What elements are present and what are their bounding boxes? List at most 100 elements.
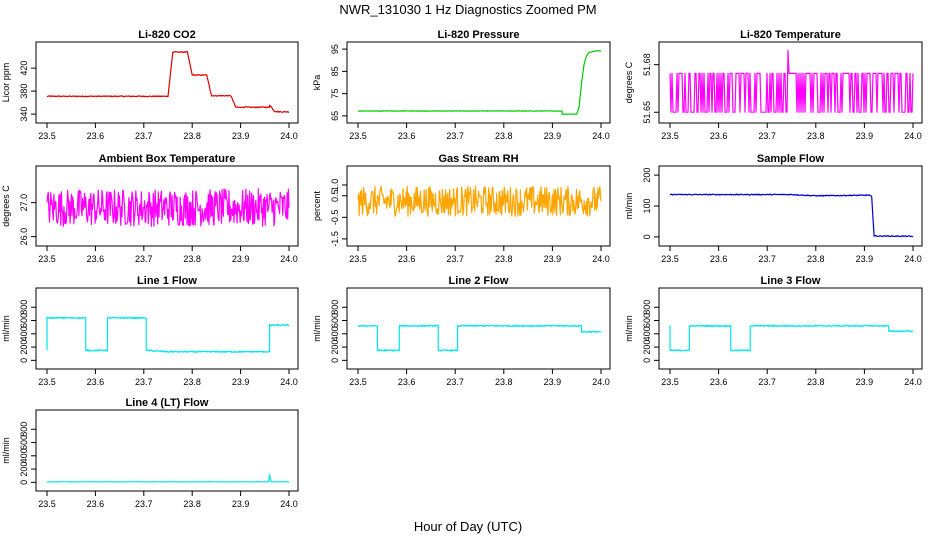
series-line-1 [357,324,602,352]
chart-panel-3: Li-820 Temperature degrees C 23.5 23.6 23.7 2… [624,29,923,141]
y-axis-label: degrees C [624,61,634,103]
y-tick-label: -0.5 [330,210,340,226]
x-tick-label: 23.7 [758,377,776,387]
chart-panel-8: Line 2 Flow ml/min 23.5 23.6 23.7 23.8 23.9 24.… [312,275,611,387]
figure-title: NWR_131030 1 Hz Diagnostics Zoomed PM [339,2,596,17]
plot-frame [35,409,299,492]
plot-frame [658,287,923,370]
x-tick-label: 23.5 [349,377,367,387]
x-tick-label: 23.6 [710,131,728,141]
x-tick-label: 23.8 [807,377,825,387]
x-tick-label: 23.6 [710,254,728,264]
series-line-1 [669,324,914,352]
y-tick-label: 800 [19,422,29,437]
plot-frame [35,287,299,370]
x-tick-label: 23.7 [446,377,464,387]
chart-panel-1: Li-820 CO2 Licor ppm 23.5 23.6 23.7 23.8 23.9 2… [1,29,299,141]
x-tick-label: 23.9 [856,254,874,264]
chart-panel-4: Ambient Box Temperature degrees C 23.5 23.6… [1,153,299,264]
series-line-1 [46,473,290,483]
x-tick-label: 23.7 [446,131,464,141]
y-tick-label: 600 [330,313,340,328]
plot-frame [35,41,299,124]
y-tick-label: 51.65 [642,101,652,124]
y-tick-label: 95 [330,44,340,54]
x-tick-label: 23.6 [398,377,416,387]
y-axis-label: ml/min [312,315,322,342]
x-tick-label: 23.6 [87,131,105,141]
series-line-1 [357,185,602,217]
x-tick-label: 23.8 [183,131,201,141]
y-tick-label: 600 [19,435,29,450]
chart-panel-9: Line 3 Flow ml/min 23.5 23.6 23.7 23.8 23.9 24.… [624,275,923,387]
x-tick-label: 24.0 [592,254,610,264]
chart-title: Sample Flow [757,153,825,165]
y-tick-label: 200 [642,340,652,355]
y-tick-label: 0 [642,358,652,363]
chart-panel-6: Sample Flow ml/min 23.5 23.6 23.7 23.8 23.9 24.… [624,153,923,264]
plot-frame [658,41,923,124]
y-tick-label: 800 [19,300,29,315]
chart-title: Line 3 Flow [761,275,821,287]
x-tick-label: 23.5 [38,254,56,264]
plot-frame [346,287,611,370]
chart-title: Gas Stream RH [438,153,518,165]
x-tick-label: 23.5 [38,499,56,509]
x-tick-label: 23.9 [232,131,250,141]
x-tick-label: 24.0 [592,377,610,387]
y-tick-label: 200 [330,340,340,355]
x-tick-label: 23.7 [135,131,153,141]
x-tick-label: 23.9 [544,131,562,141]
plot-frame [346,165,611,247]
y-tick-label: 400 [330,326,340,341]
y-tick-label: 800 [642,300,652,315]
y-tick-label: 600 [642,313,652,328]
y-tick-label: 600 [19,313,29,328]
x-tick-label: 23.5 [661,131,679,141]
y-tick-label: 100 [642,198,652,213]
panels-container: Li-820 CO2 Licor ppm 23.5 23.6 23.7 23.8 23.9 2… [1,29,923,509]
x-tick-label: 23.5 [349,131,367,141]
y-axis-label: ml/min [1,315,11,342]
y-tick-label: 26.0 [19,228,29,246]
x-tick-label: 23.7 [135,499,153,509]
x-tick-label: 23.7 [135,254,153,264]
x-tick-label: 23.6 [710,377,728,387]
series-line-1 [669,193,914,238]
x-tick-label: 24.0 [280,377,298,387]
x-tick-label: 24.0 [904,377,922,387]
y-tick-label: 400 [19,448,29,463]
chart-panel-10: Line 4 (LT) Flow ml/min 23.5 23.6 23.7 23.8 23… [1,397,299,509]
y-axis-label: ml/min [1,437,11,464]
x-tick-label: 23.6 [398,131,416,141]
y-tick-label: 400 [19,326,29,341]
chart-panel-7: Line 1 Flow ml/min 23.5 23.6 23.7 23.8 23.9 24.… [1,275,299,387]
x-tick-label: 23.9 [856,377,874,387]
y-tick-label: 0 [642,234,652,239]
x-tick-label: 24.0 [280,499,298,509]
plot-frame [658,165,923,247]
y-tick-label: 400 [642,326,652,341]
y-tick-label: 1.0 [330,179,340,192]
x-tick-label: 23.7 [135,377,153,387]
x-tick-label: 23.9 [544,377,562,387]
series-line-1 [358,50,602,115]
x-tick-label: 24.0 [280,131,298,141]
x-tick-label: 24.0 [904,131,922,141]
y-tick-label: 0.5 [330,189,340,202]
x-tick-label: 24.0 [280,254,298,264]
x-tick-label: 23.8 [183,254,201,264]
x-tick-label: 23.8 [807,131,825,141]
x-tick-label: 23.8 [183,377,201,387]
series-line-1 [46,188,290,227]
y-tick-label: 0 [19,480,29,485]
plot-frame [35,165,299,247]
y-axis-label: kPa [312,75,322,91]
x-tick-label: 23.5 [661,377,679,387]
y-tick-label: -1.5 [330,231,340,247]
x-tick-label: 23.7 [758,254,776,264]
y-tick-label: 800 [330,300,340,315]
series-line-1 [46,316,290,353]
y-tick-label: 420 [19,61,29,76]
